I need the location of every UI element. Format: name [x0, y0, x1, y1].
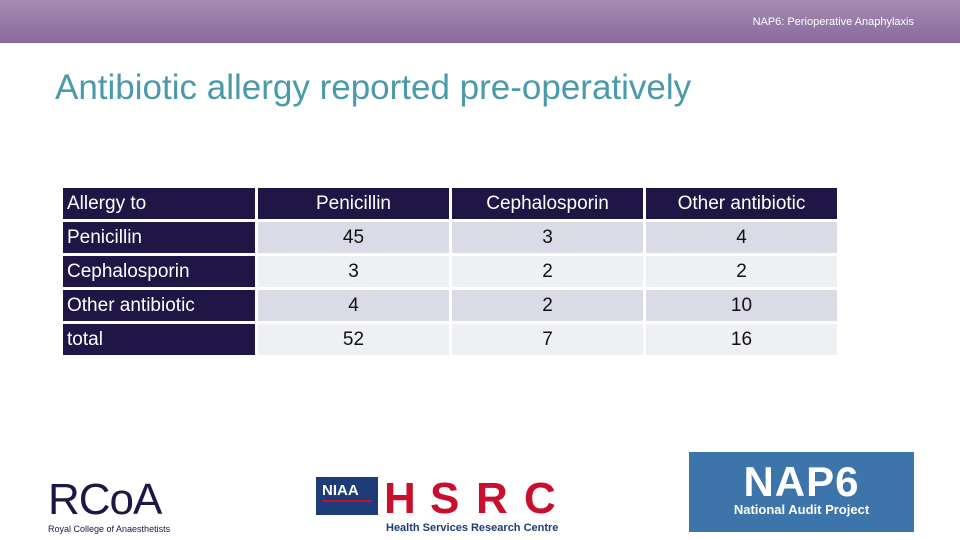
- row-label: total: [63, 324, 255, 355]
- niaa-wordmark: NIAA: [322, 482, 359, 499]
- hsrc-subtitle: Health Services Research Centre: [386, 522, 559, 534]
- hsrc-letter-r: R: [476, 474, 508, 523]
- hsrc-letter-s: S: [430, 474, 460, 523]
- niaa-underline: [322, 500, 372, 502]
- nap6-logo: NAP6 National Audit Project: [689, 452, 914, 532]
- table-row: total 52 7 16: [63, 324, 837, 355]
- nap6-wordmark: NAP6: [743, 458, 860, 505]
- table-row: Penicillin 45 3 4: [63, 222, 837, 253]
- row-label: Penicillin: [63, 222, 255, 253]
- table-cell: 7: [452, 324, 643, 355]
- column-header-allergy-to: Allergy to: [63, 188, 255, 219]
- row-label: Other antibiotic: [63, 290, 255, 321]
- header-text: NAP6: Perioperative Anaphylaxis: [752, 16, 914, 28]
- table-cell: 16: [646, 324, 837, 355]
- hsrc-letter-c: C: [524, 474, 556, 523]
- table-cell: 10: [646, 290, 837, 321]
- niaa-hsrc-logo: NIAA H S R C Health Services Research Ce…: [316, 477, 568, 537]
- header-band: NAP6: Perioperative Anaphylaxis: [0, 0, 960, 43]
- column-header-penicillin: Penicillin: [258, 188, 449, 219]
- table-cell: 3: [452, 222, 643, 253]
- allergy-table: Allergy to Penicillin Cephalosporin Othe…: [60, 185, 840, 358]
- table-cell: 4: [258, 290, 449, 321]
- table-row: Other antibiotic 4 2 10: [63, 290, 837, 321]
- rcoa-subtitle: Royal College of Anaesthetists: [48, 524, 171, 534]
- slide-title: Antibiotic allergy reported pre-operativ…: [55, 68, 692, 107]
- row-label: Cephalosporin: [63, 256, 255, 287]
- rcoa-wordmark: RCoA: [48, 475, 162, 524]
- table-cell: 2: [452, 256, 643, 287]
- column-header-other-antibiotic: Other antibiotic: [646, 188, 837, 219]
- table-header-row: Allergy to Penicillin Cephalosporin Othe…: [63, 188, 837, 219]
- nap6-subtitle: National Audit Project: [733, 502, 870, 517]
- table-cell: 3: [258, 256, 449, 287]
- table-cell: 2: [646, 256, 837, 287]
- table-cell: 52: [258, 324, 449, 355]
- table-row: Cephalosporin 3 2 2: [63, 256, 837, 287]
- hsrc-letter-h: H: [384, 474, 416, 523]
- rcoa-logo: RCoA Royal College of Anaesthetists: [48, 478, 188, 538]
- niaa-logo: NIAA: [316, 477, 378, 515]
- table-cell: 4: [646, 222, 837, 253]
- column-header-cephalosporin: Cephalosporin: [452, 188, 643, 219]
- table-cell: 45: [258, 222, 449, 253]
- table-cell: 2: [452, 290, 643, 321]
